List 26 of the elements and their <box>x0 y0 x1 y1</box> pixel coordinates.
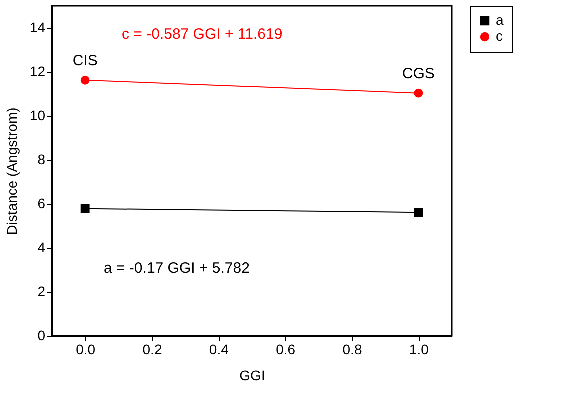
annotation: c = -0.587 GGI + 11.619 <box>122 26 283 43</box>
y-tick-label: 8 <box>38 152 46 168</box>
y-tick-label: 6 <box>38 196 46 212</box>
x-tick-label: 0.0 <box>76 342 96 358</box>
y-tick-label: 4 <box>38 240 46 256</box>
x-tick-label: 0.4 <box>209 342 230 358</box>
x-tick-label: 1.0 <box>409 342 430 358</box>
x-axis-title: GGI <box>240 368 266 384</box>
annotation: CIS <box>72 52 98 70</box>
point <box>80 204 90 214</box>
legend-label: c <box>496 28 503 44</box>
x-tick-label: 0.8 <box>342 342 362 358</box>
annotation: a = -0.17 GGI + 5.782 <box>104 260 250 277</box>
point <box>414 88 424 98</box>
y-tick-label: 10 <box>30 108 46 124</box>
y-axis-title: Distance (Angstrom) <box>4 108 20 236</box>
y-tick-label: 14 <box>30 20 46 36</box>
y-tick-label: 12 <box>30 64 46 80</box>
x-tick-label: 0.2 <box>142 342 162 358</box>
point <box>414 208 424 218</box>
annotation: CGS <box>402 65 435 82</box>
y-tick-label: 0 <box>38 328 46 344</box>
x-tick-label: 0.6 <box>276 342 296 358</box>
legend-label: a <box>496 12 504 28</box>
y-tick-label: 2 <box>38 284 46 300</box>
point <box>80 76 90 85</box>
